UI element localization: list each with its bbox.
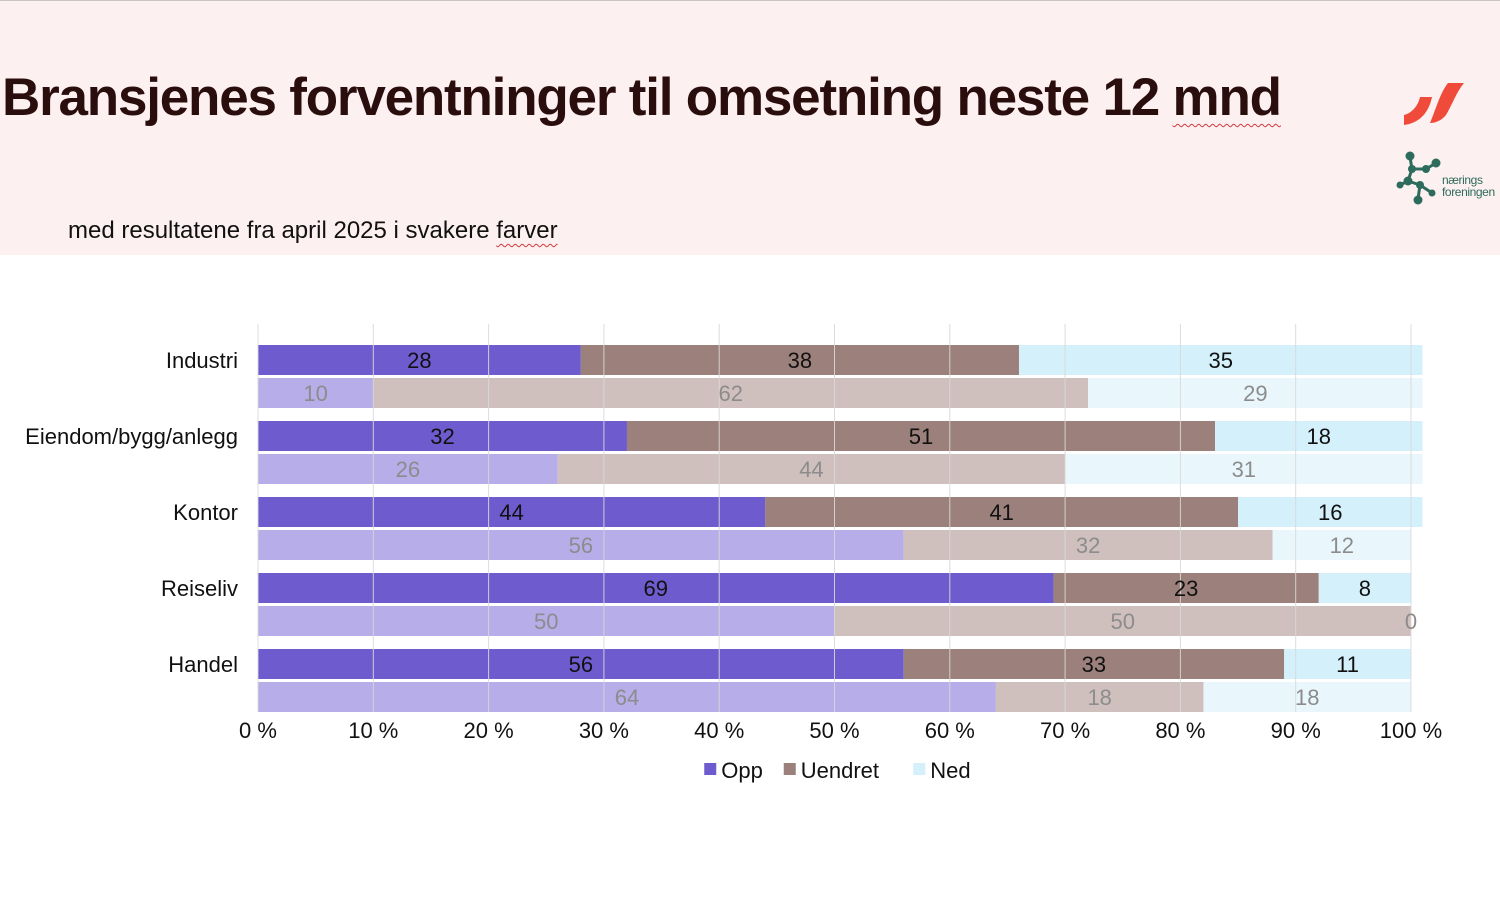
- x-tick-label: 50 %: [809, 718, 859, 743]
- bar-current-2-1: [1214, 421, 1423, 451]
- title-spellcheck-word: mnd: [1172, 68, 1282, 127]
- bar-previous-0-4: [258, 682, 996, 712]
- x-tick-label: 40 %: [694, 718, 744, 743]
- category-label: Eiendom/bygg/anlegg: [25, 424, 238, 449]
- data-label-previous: 29: [1243, 381, 1267, 406]
- data-label-previous: 62: [718, 381, 742, 406]
- legend-swatch-1: [783, 763, 796, 775]
- data-label-previous: 56: [569, 533, 593, 558]
- data-label-current: 16: [1318, 500, 1342, 525]
- bar-previous-1-1: [557, 454, 1066, 484]
- subtitle-spellcheck-word: farver: [496, 217, 558, 244]
- bar-current-2-2: [1238, 497, 1423, 527]
- data-label-previous: 31: [1232, 457, 1256, 482]
- data-label-current: 23: [1174, 576, 1198, 601]
- bar-previous-2-0: [1088, 378, 1423, 408]
- bar-current-0-0: [258, 345, 581, 375]
- data-label-current: 38: [788, 348, 812, 373]
- x-tick-label: 100 %: [1380, 718, 1442, 743]
- bar-current-0-2: [258, 497, 766, 527]
- logo-wordmark: nærings foreningen: [1442, 174, 1495, 198]
- bar-current-1-0: [580, 345, 1019, 375]
- logo-swoosh-left: [1404, 97, 1432, 125]
- data-label-current: 33: [1082, 652, 1106, 677]
- bar-previous-1-2: [903, 530, 1273, 560]
- bar-previous-0-0: [258, 378, 374, 408]
- category-label: Kontor: [173, 500, 238, 525]
- data-label-current: 41: [989, 500, 1013, 525]
- data-label-previous: 18: [1295, 685, 1319, 710]
- data-label-previous: 64: [615, 685, 639, 710]
- page-subtitle: med resultatene fra april 2025 i svakere…: [68, 217, 558, 245]
- data-label-current: 32: [430, 424, 454, 449]
- data-label-previous: 50: [534, 609, 558, 634]
- bar-previous-1-0: [373, 378, 1089, 408]
- data-label-previous: 0: [1405, 609, 1417, 634]
- title-text: Bransjenes forventninger til omsetning n…: [2, 68, 1173, 127]
- bar-previous-1-3: [834, 606, 1411, 636]
- bar-current-1-1: [626, 421, 1215, 451]
- data-label-previous: 26: [396, 457, 420, 482]
- bar-previous-0-3: [258, 606, 835, 636]
- x-tick-label: 60 %: [925, 718, 975, 743]
- data-label-previous: 10: [303, 381, 327, 406]
- bar-previous-1-4: [995, 682, 1204, 712]
- data-label-previous: 44: [799, 457, 823, 482]
- bar-current-1-2: [765, 497, 1239, 527]
- x-tick-label: 0 %: [239, 718, 277, 743]
- subtitle-text: med resultatene fra april 2025 i svakere: [68, 217, 497, 244]
- data-label-previous: 12: [1330, 533, 1354, 558]
- logo-wordmark-line1: nærings: [1442, 173, 1483, 187]
- legend-label-1: Uendret: [801, 758, 879, 783]
- data-label-current: 69: [644, 576, 668, 601]
- data-label-current: 51: [909, 424, 933, 449]
- category-label: Handel: [168, 652, 238, 677]
- bar-current-1-4: [903, 649, 1285, 679]
- data-label-current: 35: [1209, 348, 1233, 373]
- bar-current-1-3: [1053, 573, 1319, 603]
- legend-label-0: Opp: [721, 758, 763, 783]
- data-label-current: 56: [569, 652, 593, 677]
- page-title: Bransjenes forventninger til omsetning n…: [2, 67, 1282, 128]
- category-label: Industri: [166, 348, 238, 373]
- bar-previous-2-4: [1203, 682, 1411, 712]
- data-label-current: 8: [1359, 576, 1371, 601]
- molecule-icon: [1396, 151, 1441, 205]
- bar-previous-0-1: [258, 454, 558, 484]
- bar-current-0-3: [258, 573, 1054, 603]
- data-label-current: 28: [407, 348, 431, 373]
- x-tick-label: 70 %: [1040, 718, 1090, 743]
- data-label-previous: 18: [1087, 685, 1111, 710]
- brand-logo-icon: [1404, 83, 1464, 125]
- logo-swoosh-right: [1430, 83, 1464, 123]
- legend-swatch-0: [704, 763, 717, 775]
- x-tick-label: 10 %: [348, 718, 398, 743]
- data-label-current: 11: [1336, 652, 1359, 677]
- x-tick-label: 90 %: [1271, 718, 1321, 743]
- bar-current-0-1: [258, 421, 627, 451]
- x-tick-label: 30 %: [579, 718, 629, 743]
- bar-previous-0-2: [258, 530, 904, 560]
- x-tick-label: 80 %: [1155, 718, 1205, 743]
- naeringsforeningen-logo: nærings foreningen: [1396, 149, 1500, 209]
- bar-current-2-3: [1318, 573, 1411, 603]
- data-label-current: 18: [1307, 424, 1331, 449]
- bar-previous-2-1: [1065, 454, 1423, 484]
- data-label-previous: 50: [1111, 609, 1135, 634]
- data-label-current: 44: [499, 500, 523, 525]
- x-tick-label: 20 %: [464, 718, 514, 743]
- legend-swatch-2: [913, 763, 926, 775]
- bar-current-0-4: [258, 649, 904, 679]
- legend-label-2: Ned: [930, 758, 970, 783]
- bar-current-2-4: [1284, 649, 1411, 679]
- bar-current-2-0: [1018, 345, 1423, 375]
- logo-wordmark-line2: foreningen: [1442, 185, 1495, 199]
- stacked-bar-chart: Industri Eiendom/bygg/anlegg Kontor Reiseli…: [25, 324, 1442, 783]
- data-label-previous: 32: [1076, 533, 1100, 558]
- header-band: Bransjenes forventninger til omsetning n…: [0, 0, 1500, 255]
- category-label: Reiseliv: [161, 576, 238, 601]
